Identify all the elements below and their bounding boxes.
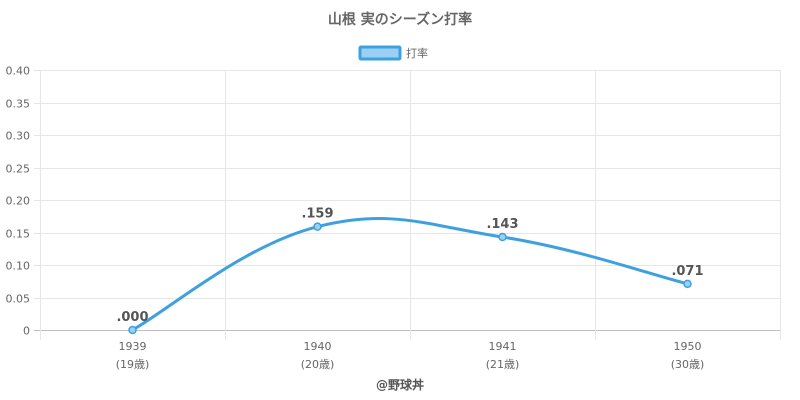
data-label: .071 [671,264,703,279]
data-point[interactable] [683,279,692,289]
x-tick-sublabel: (21歳) [486,358,520,371]
data-point[interactable] [313,222,322,231]
y-tick-label: 0.15 [6,228,31,241]
data-label: .143 [486,217,518,232]
x-tick-sublabel: (20歳) [301,358,335,371]
y-tick-label: 0.05 [6,293,31,306]
x-tick-label: 1939 [119,340,147,353]
x-tick-label: 1941 [489,340,517,353]
y-tick-label: 0.25 [6,163,31,176]
x-tick-label: 1950 [674,340,702,353]
credit-text: @野球丼 [376,377,424,392]
y-axis: 0 0.05 0.10 0.15 0.20 0.25 0.30 0.35 0.40 [6,65,31,338]
x-axis: 1939 (19歳) 1940 (20歳) 1941 (21歳) 1950 (30歳) [116,340,705,371]
series-batting-average: .000 .159 .143 .071 [116,207,704,335]
x-tick-label: 1940 [304,340,332,353]
legend[interactable]: 打率 [358,45,428,61]
y-tick-label: 0.35 [6,98,31,111]
x-tick-sublabel: (30歳) [671,358,705,371]
chart-title: 山根 実のシーズン打率 [328,11,472,28]
y-tick-label: 0 [23,325,30,338]
series-line [131,217,688,332]
data-point[interactable] [498,232,507,242]
legend-label: 打率 [406,46,428,60]
x-tick-sublabel: (19歳) [116,358,150,371]
data-label: .000 [116,310,148,325]
y-tick-label: 0.10 [6,260,31,273]
y-tick-label: 0.30 [6,130,31,143]
y-tick-label: 0.40 [6,65,31,78]
legend-swatch [358,45,402,61]
data-label: .159 [301,207,333,222]
data-point[interactable] [128,325,137,335]
grid [34,70,781,340]
y-tick-label: 0.20 [6,195,31,208]
